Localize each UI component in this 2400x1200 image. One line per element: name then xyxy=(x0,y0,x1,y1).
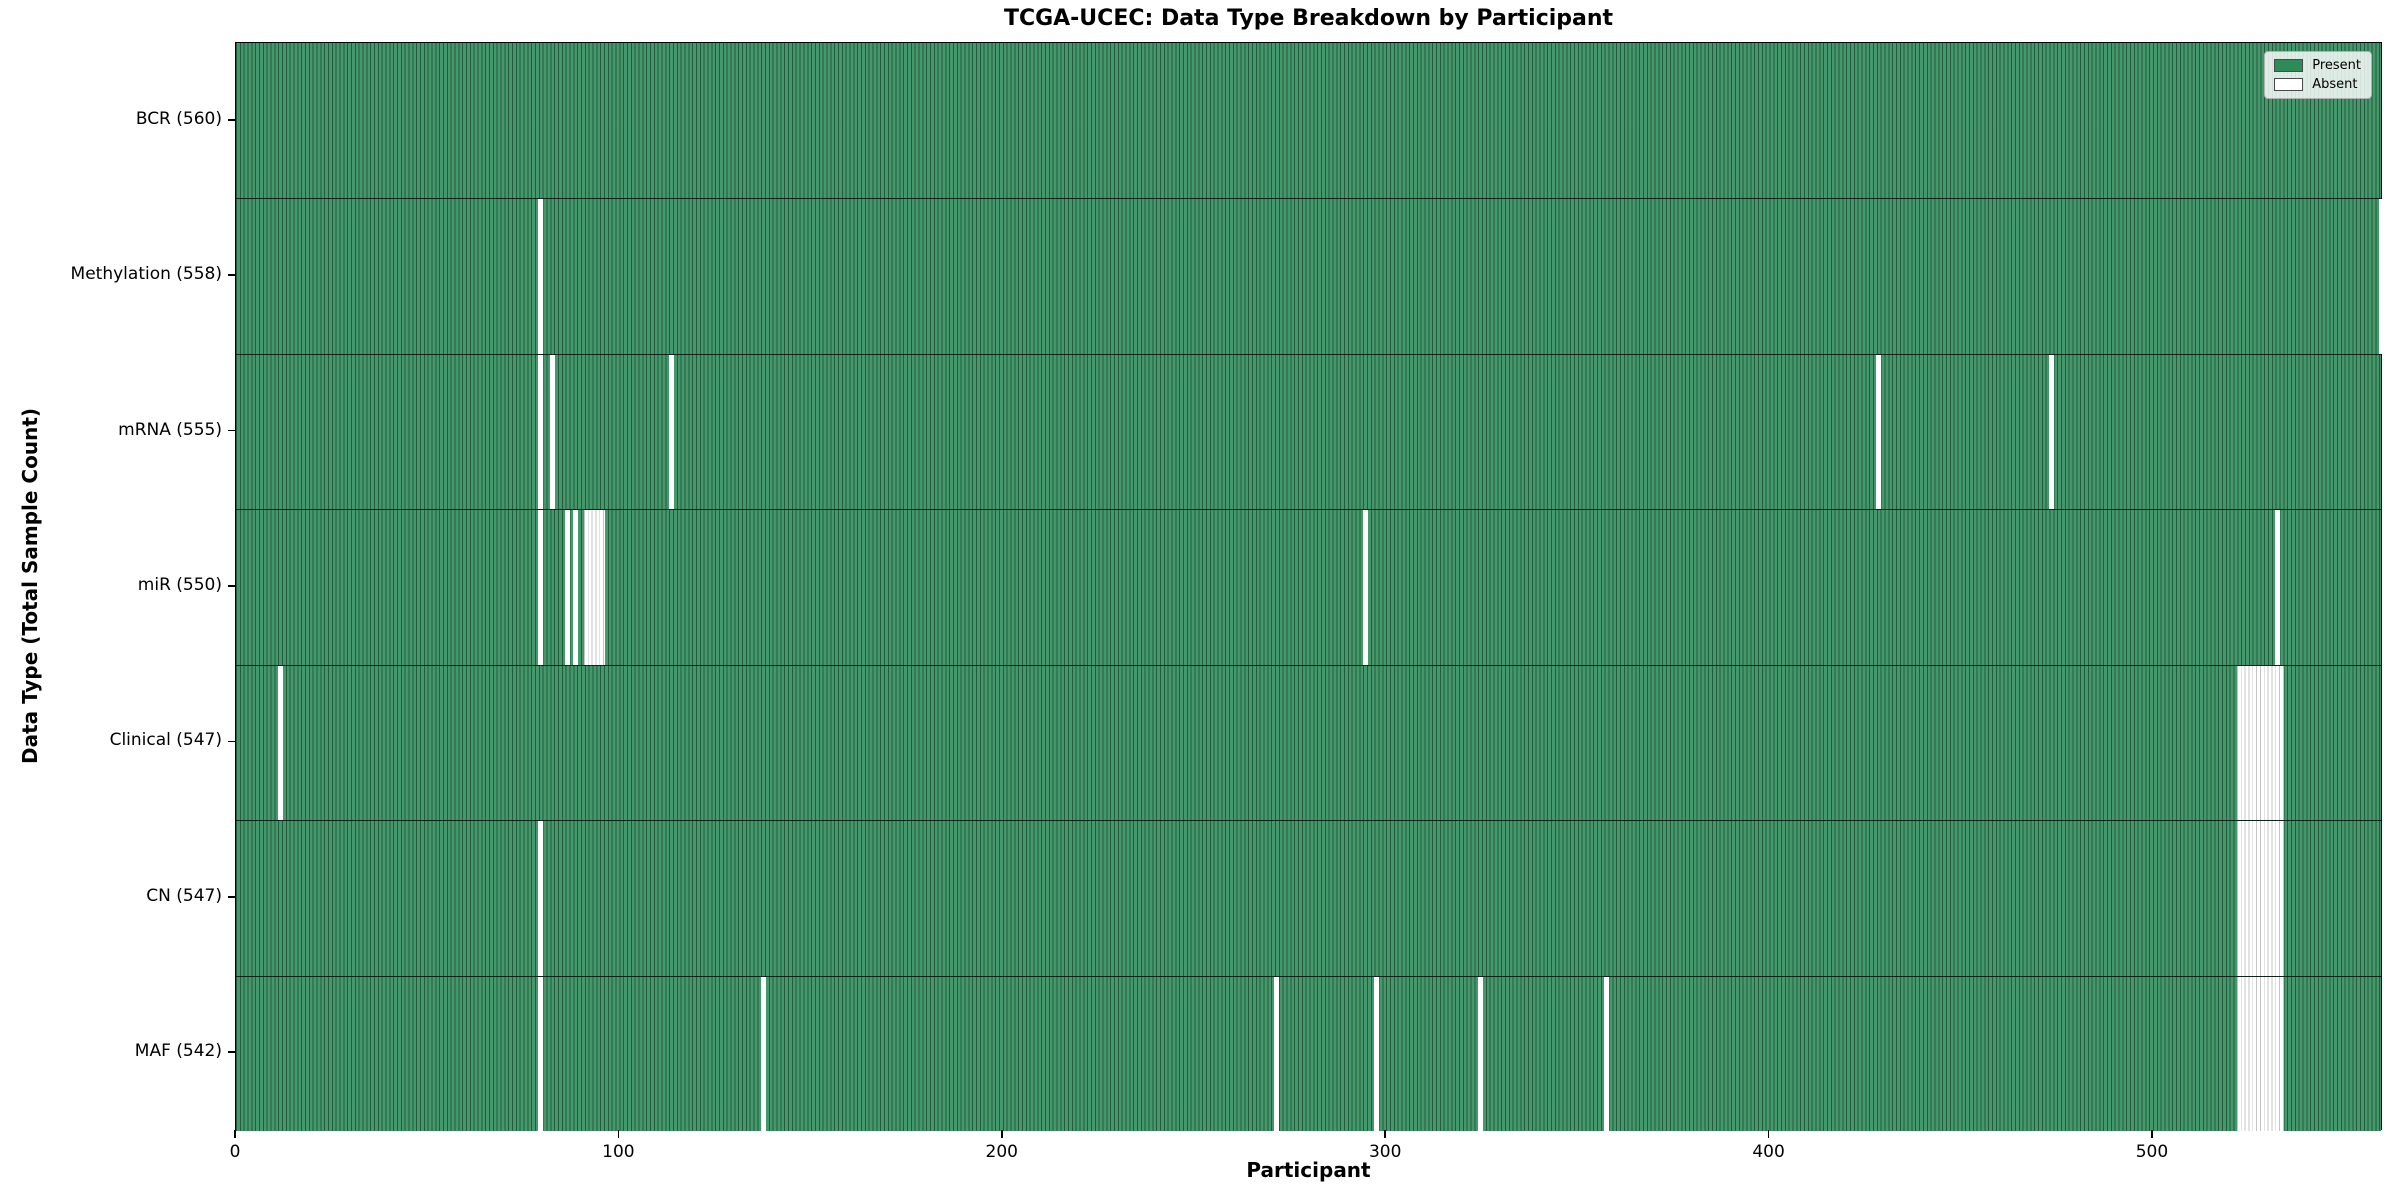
y-tick-label: mRNA (555) xyxy=(118,419,222,440)
y-tick-label: miR (550) xyxy=(137,575,222,595)
y-tick-label: BCR (560) xyxy=(135,108,222,129)
absent-marker xyxy=(2048,354,2054,510)
absent-marker xyxy=(584,510,605,665)
x-tick-mark xyxy=(1767,1130,1770,1138)
absent-marker xyxy=(2236,821,2284,976)
absent-marker xyxy=(538,821,544,976)
chart-title: TCGA-UCEC: Data Type Breakdown by Partic… xyxy=(1003,6,1614,31)
datatype-row-bcr xyxy=(236,43,2381,199)
legend-entry-present: Present xyxy=(2274,59,2361,72)
datatype-row-clinical xyxy=(236,664,2381,821)
absent-marker xyxy=(760,976,766,1131)
absent-marker xyxy=(549,354,555,510)
legend-label: Present xyxy=(2312,58,2361,73)
x-tick-label: 500 xyxy=(2135,1142,2169,1162)
y-tick-mark xyxy=(228,1051,235,1054)
x-tick-label: 300 xyxy=(1368,1142,1402,1162)
absent-marker xyxy=(538,510,544,665)
legend-swatch-icon xyxy=(2274,78,2304,91)
datatype-row-mrna xyxy=(236,353,2381,510)
legend-entry-absent: Absent xyxy=(2274,78,2361,91)
absent-marker xyxy=(2236,665,2284,821)
absent-marker xyxy=(565,510,571,665)
absent-marker xyxy=(1477,976,1483,1131)
legend-swatch-icon xyxy=(2274,59,2304,72)
y-tick-mark xyxy=(228,274,235,276)
y-tick-mark xyxy=(228,896,235,898)
absent-marker xyxy=(538,354,544,510)
rows-container xyxy=(236,43,2384,1131)
legend-box: Present Absent xyxy=(2264,51,2372,99)
absent-marker xyxy=(668,354,674,510)
y-tick-mark xyxy=(228,118,235,121)
absent-marker xyxy=(572,510,578,665)
plot-area: Present Absent xyxy=(235,42,2384,1131)
x-tick-label: 200 xyxy=(985,1142,1018,1162)
absent-marker xyxy=(1274,976,1280,1131)
absent-marker xyxy=(538,976,544,1131)
x-tick-mark xyxy=(617,1130,620,1138)
y-tick-mark xyxy=(228,429,235,432)
absent-marker xyxy=(1604,976,1610,1131)
datatype-row-cn xyxy=(236,820,2381,976)
absent-marker xyxy=(1876,354,1882,510)
x-tick-mark xyxy=(2151,1130,2153,1138)
y-tick-label: Clinical (547) xyxy=(109,730,222,751)
y-tick-label: CN (547) xyxy=(146,885,222,906)
absent-marker xyxy=(1362,510,1368,665)
legend-label: Absent xyxy=(2312,77,2358,92)
y-tick-label: Methylation (558) xyxy=(70,264,222,285)
x-tick-mark xyxy=(1000,1130,1003,1138)
y-tick-mark xyxy=(228,740,235,743)
x-tick-label: 0 xyxy=(229,1142,241,1162)
absent-marker xyxy=(538,199,544,354)
absent-marker xyxy=(2236,976,2284,1131)
absent-marker xyxy=(2275,510,2280,665)
datatype-row-methylation xyxy=(236,198,2384,354)
x-axis-label: Participant xyxy=(1246,1158,1371,1182)
datatype-row-mir xyxy=(236,509,2381,665)
absent-marker xyxy=(277,665,283,821)
y-tick-label: MAF (542) xyxy=(134,1041,222,1062)
absent-marker xyxy=(1374,976,1379,1131)
y-tick-mark xyxy=(228,585,235,587)
absent-marker xyxy=(2378,199,2384,354)
x-tick-mark xyxy=(1384,1130,1386,1138)
datatype-row-maf xyxy=(236,975,2381,1131)
x-tick-label: 400 xyxy=(1752,1142,1785,1162)
x-tick-mark xyxy=(234,1130,236,1138)
x-tick-label: 100 xyxy=(602,1142,635,1162)
